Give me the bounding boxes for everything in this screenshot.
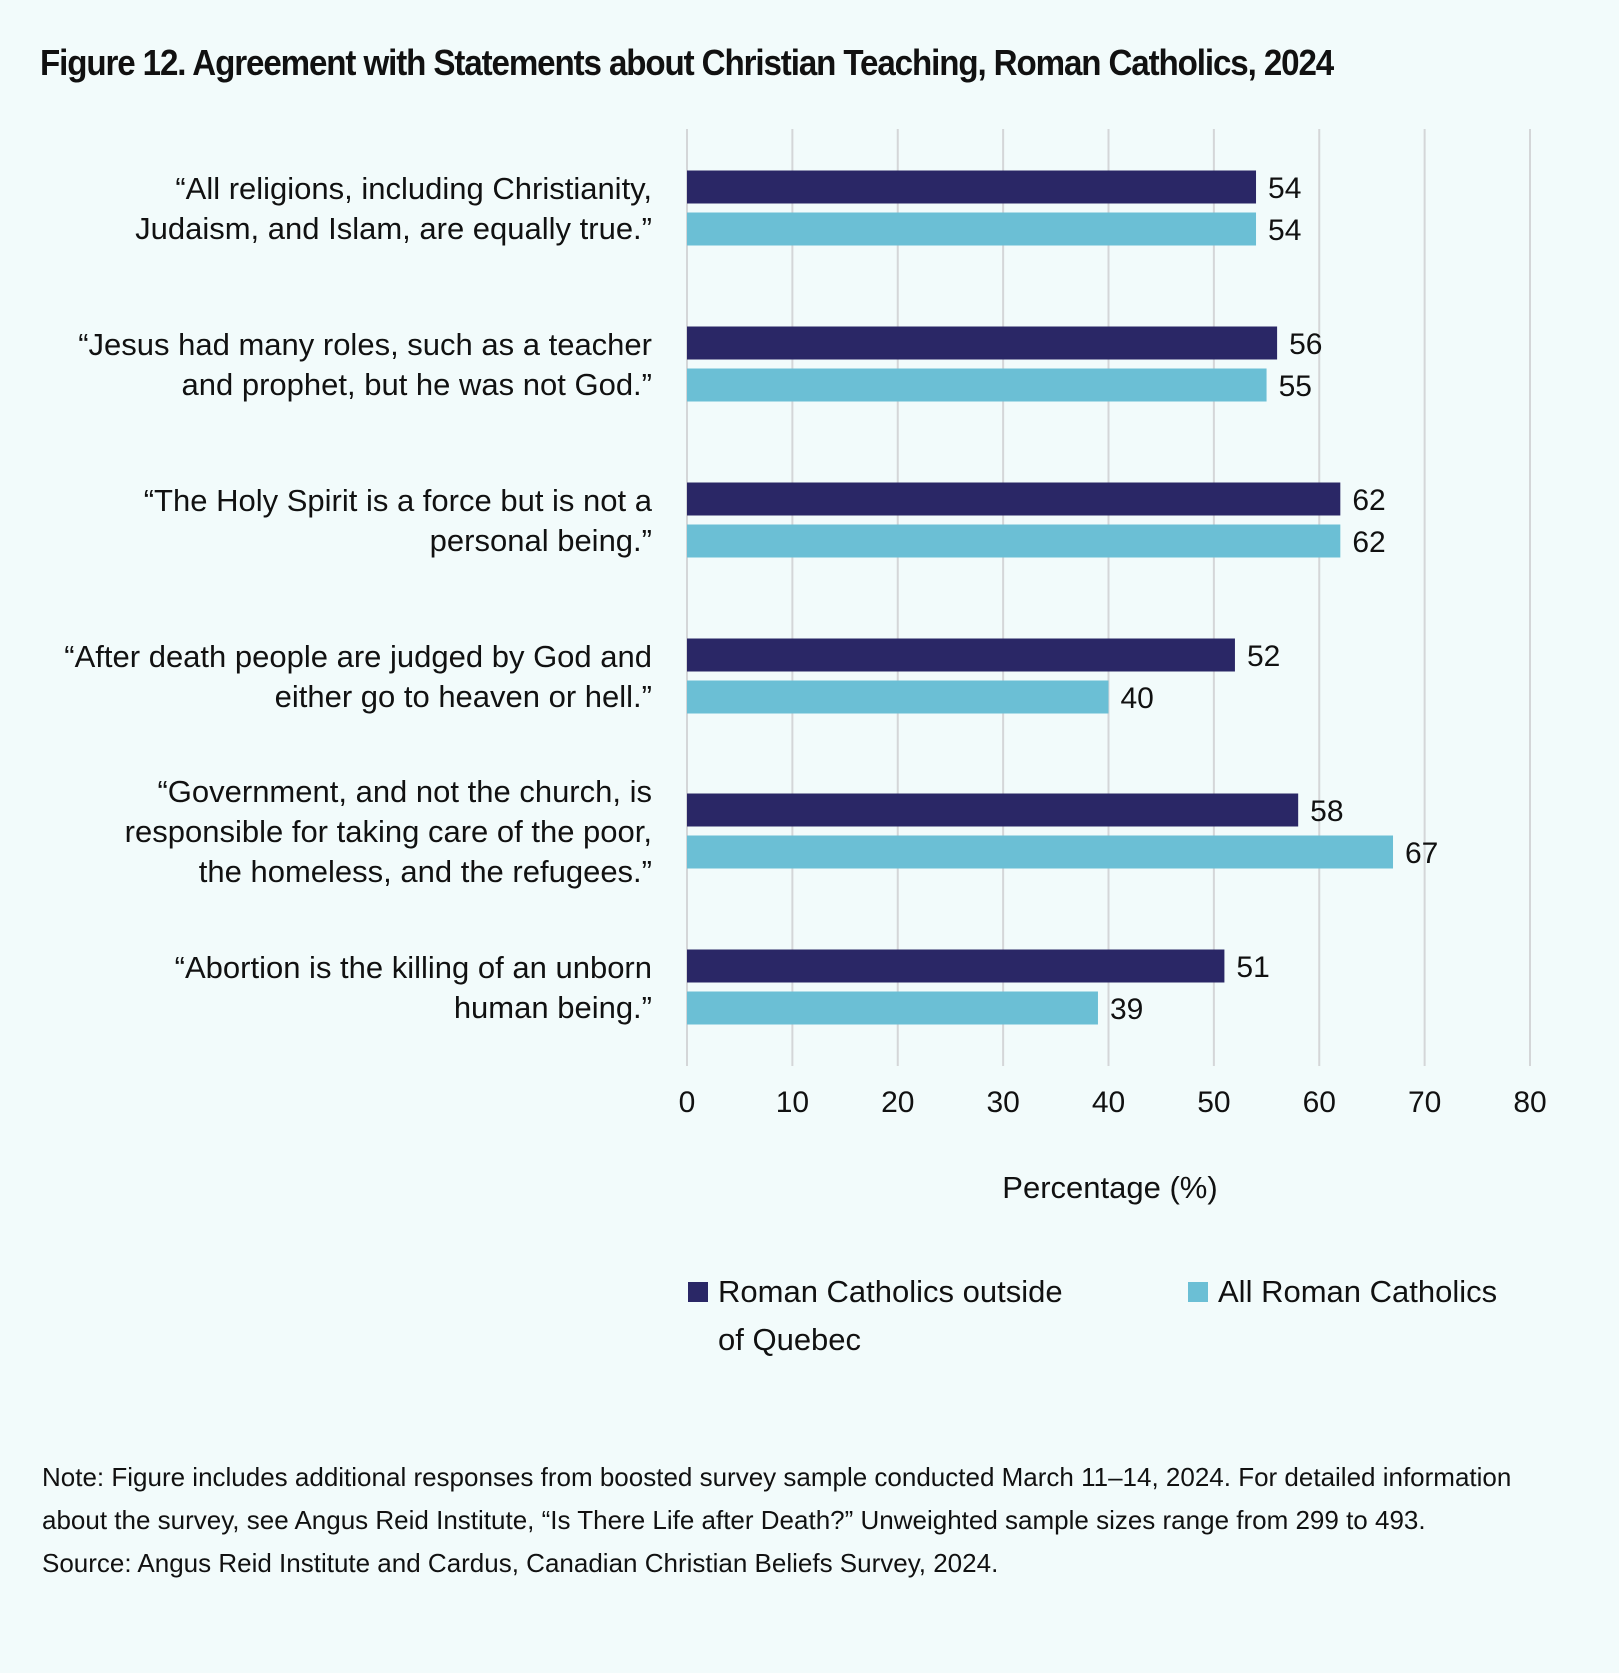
category-label-line: “After death people are judged by God an… — [64, 639, 652, 674]
value-labels: 54 54 56 55 62 62 52 40 58 67 51 39 — [1110, 172, 1438, 1026]
legend-label-line1: Roman Catholics outside — [718, 1274, 1063, 1309]
value-label: 62 — [1352, 484, 1385, 517]
value-label: 56 — [1289, 328, 1322, 361]
x-tick-label: 20 — [881, 1086, 914, 1119]
bar-all-roman-catholics — [687, 368, 1267, 402]
note-text: Note: Figure includes additional respons… — [42, 1462, 1512, 1535]
bar-all-roman-catholics — [687, 991, 1098, 1025]
value-label: 40 — [1121, 682, 1154, 715]
bar-all-roman-catholics — [687, 835, 1394, 869]
category-label: “The Holy Spirit is a force but is not a… — [144, 483, 653, 558]
value-label: 54 — [1268, 172, 1301, 205]
source-text: Source: Angus Reid Institute and Cardus,… — [42, 1548, 999, 1578]
value-label: 67 — [1405, 837, 1438, 870]
x-tick-label: 10 — [776, 1086, 809, 1119]
category-label-line: human being.” — [454, 990, 652, 1025]
category-label-line: the homeless, and the refugees.” — [199, 854, 652, 889]
legend-item-all[interactable]: All Roman Catholics — [1188, 1268, 1497, 1364]
category-label-line: “Abortion is the killing of an unborn — [175, 950, 652, 985]
bars — [687, 170, 1394, 1025]
legend-swatch-all — [1188, 1282, 1208, 1302]
value-label: 62 — [1352, 526, 1385, 559]
category-label: “Abortion is the killing of an unborn hum… — [175, 950, 652, 1025]
category-label-line: personal being.” — [430, 523, 652, 558]
bar-outside-quebec — [687, 326, 1278, 360]
bar-outside-quebec — [687, 482, 1341, 516]
legend-swatch-outside-quebec — [688, 1282, 708, 1302]
value-label: 58 — [1310, 795, 1343, 828]
category-label-line: “Jesus had many roles, such as a teacher — [78, 327, 652, 362]
x-tick-label: 80 — [1513, 1086, 1546, 1119]
bar-outside-quebec — [687, 170, 1257, 204]
category-label: “All religions, including Christianity, J… — [135, 171, 652, 246]
category-label-line: Judaism, and Islam, are equally true.” — [135, 211, 652, 246]
notes: Note: Figure includes additional respons… — [42, 1456, 1582, 1585]
x-tick-label: 60 — [1303, 1086, 1336, 1119]
bar-all-roman-catholics — [687, 212, 1257, 246]
legend-label: All Roman Catholics — [1218, 1274, 1498, 1309]
category-label: “Government, and not the church, is respo… — [125, 774, 652, 889]
x-axis-title: Percentage (%) — [1002, 1170, 1217, 1205]
category-labels: “All religions, including Christianity, J… — [64, 171, 652, 1025]
x-tick-label: 0 — [679, 1086, 696, 1119]
category-label: “After death people are judged by God an… — [64, 639, 652, 714]
bar-outside-quebec — [687, 638, 1235, 672]
legend: Roman Catholics outside of Quebec All Ro… — [688, 1268, 1497, 1364]
bar-chart: 0 10 20 30 40 50 60 70 80 54 54 56 55 62 62 52 40 58 67 51… — [64, 129, 1547, 1205]
category-label-line: responsible for taking care of the poor, — [125, 814, 652, 849]
x-tick-labels: 0 10 20 30 40 50 60 70 80 — [679, 1086, 1547, 1119]
value-label: 55 — [1279, 370, 1312, 403]
legend-label-line2: of Quebec — [718, 1322, 862, 1357]
category-label: “Jesus had many roles, such as a teacher… — [78, 327, 652, 402]
value-label: 52 — [1247, 640, 1280, 673]
category-label-line: and prophet, but he was not God.” — [182, 367, 652, 402]
category-label-line: either go to heaven or hell.” — [275, 679, 652, 714]
category-label-line: “Government, and not the church, is — [157, 774, 652, 809]
bar-outside-quebec — [687, 949, 1225, 983]
value-label: 39 — [1110, 993, 1143, 1026]
bar-all-roman-catholics — [687, 680, 1109, 714]
category-label-line: “The Holy Spirit is a force but is not a — [144, 483, 653, 518]
x-tick-label: 70 — [1408, 1086, 1441, 1119]
legend-label: Roman Catholics outside of Quebec — [718, 1268, 1068, 1364]
bar-all-roman-catholics — [687, 524, 1341, 558]
value-label: 54 — [1268, 214, 1301, 247]
x-tick-label: 40 — [1092, 1086, 1125, 1119]
x-tick-label: 50 — [1197, 1086, 1230, 1119]
category-label-line: “All religions, including Christianity, — [175, 171, 652, 206]
bar-outside-quebec — [687, 793, 1299, 827]
x-tick-label: 30 — [986, 1086, 1019, 1119]
legend-item-outside-quebec[interactable]: Roman Catholics outside of Quebec — [688, 1268, 1068, 1364]
value-label: 51 — [1236, 951, 1269, 984]
chart-title: Figure 12. Agreement with Statements abo… — [40, 42, 1334, 83]
gridlines — [686, 129, 1531, 1066]
